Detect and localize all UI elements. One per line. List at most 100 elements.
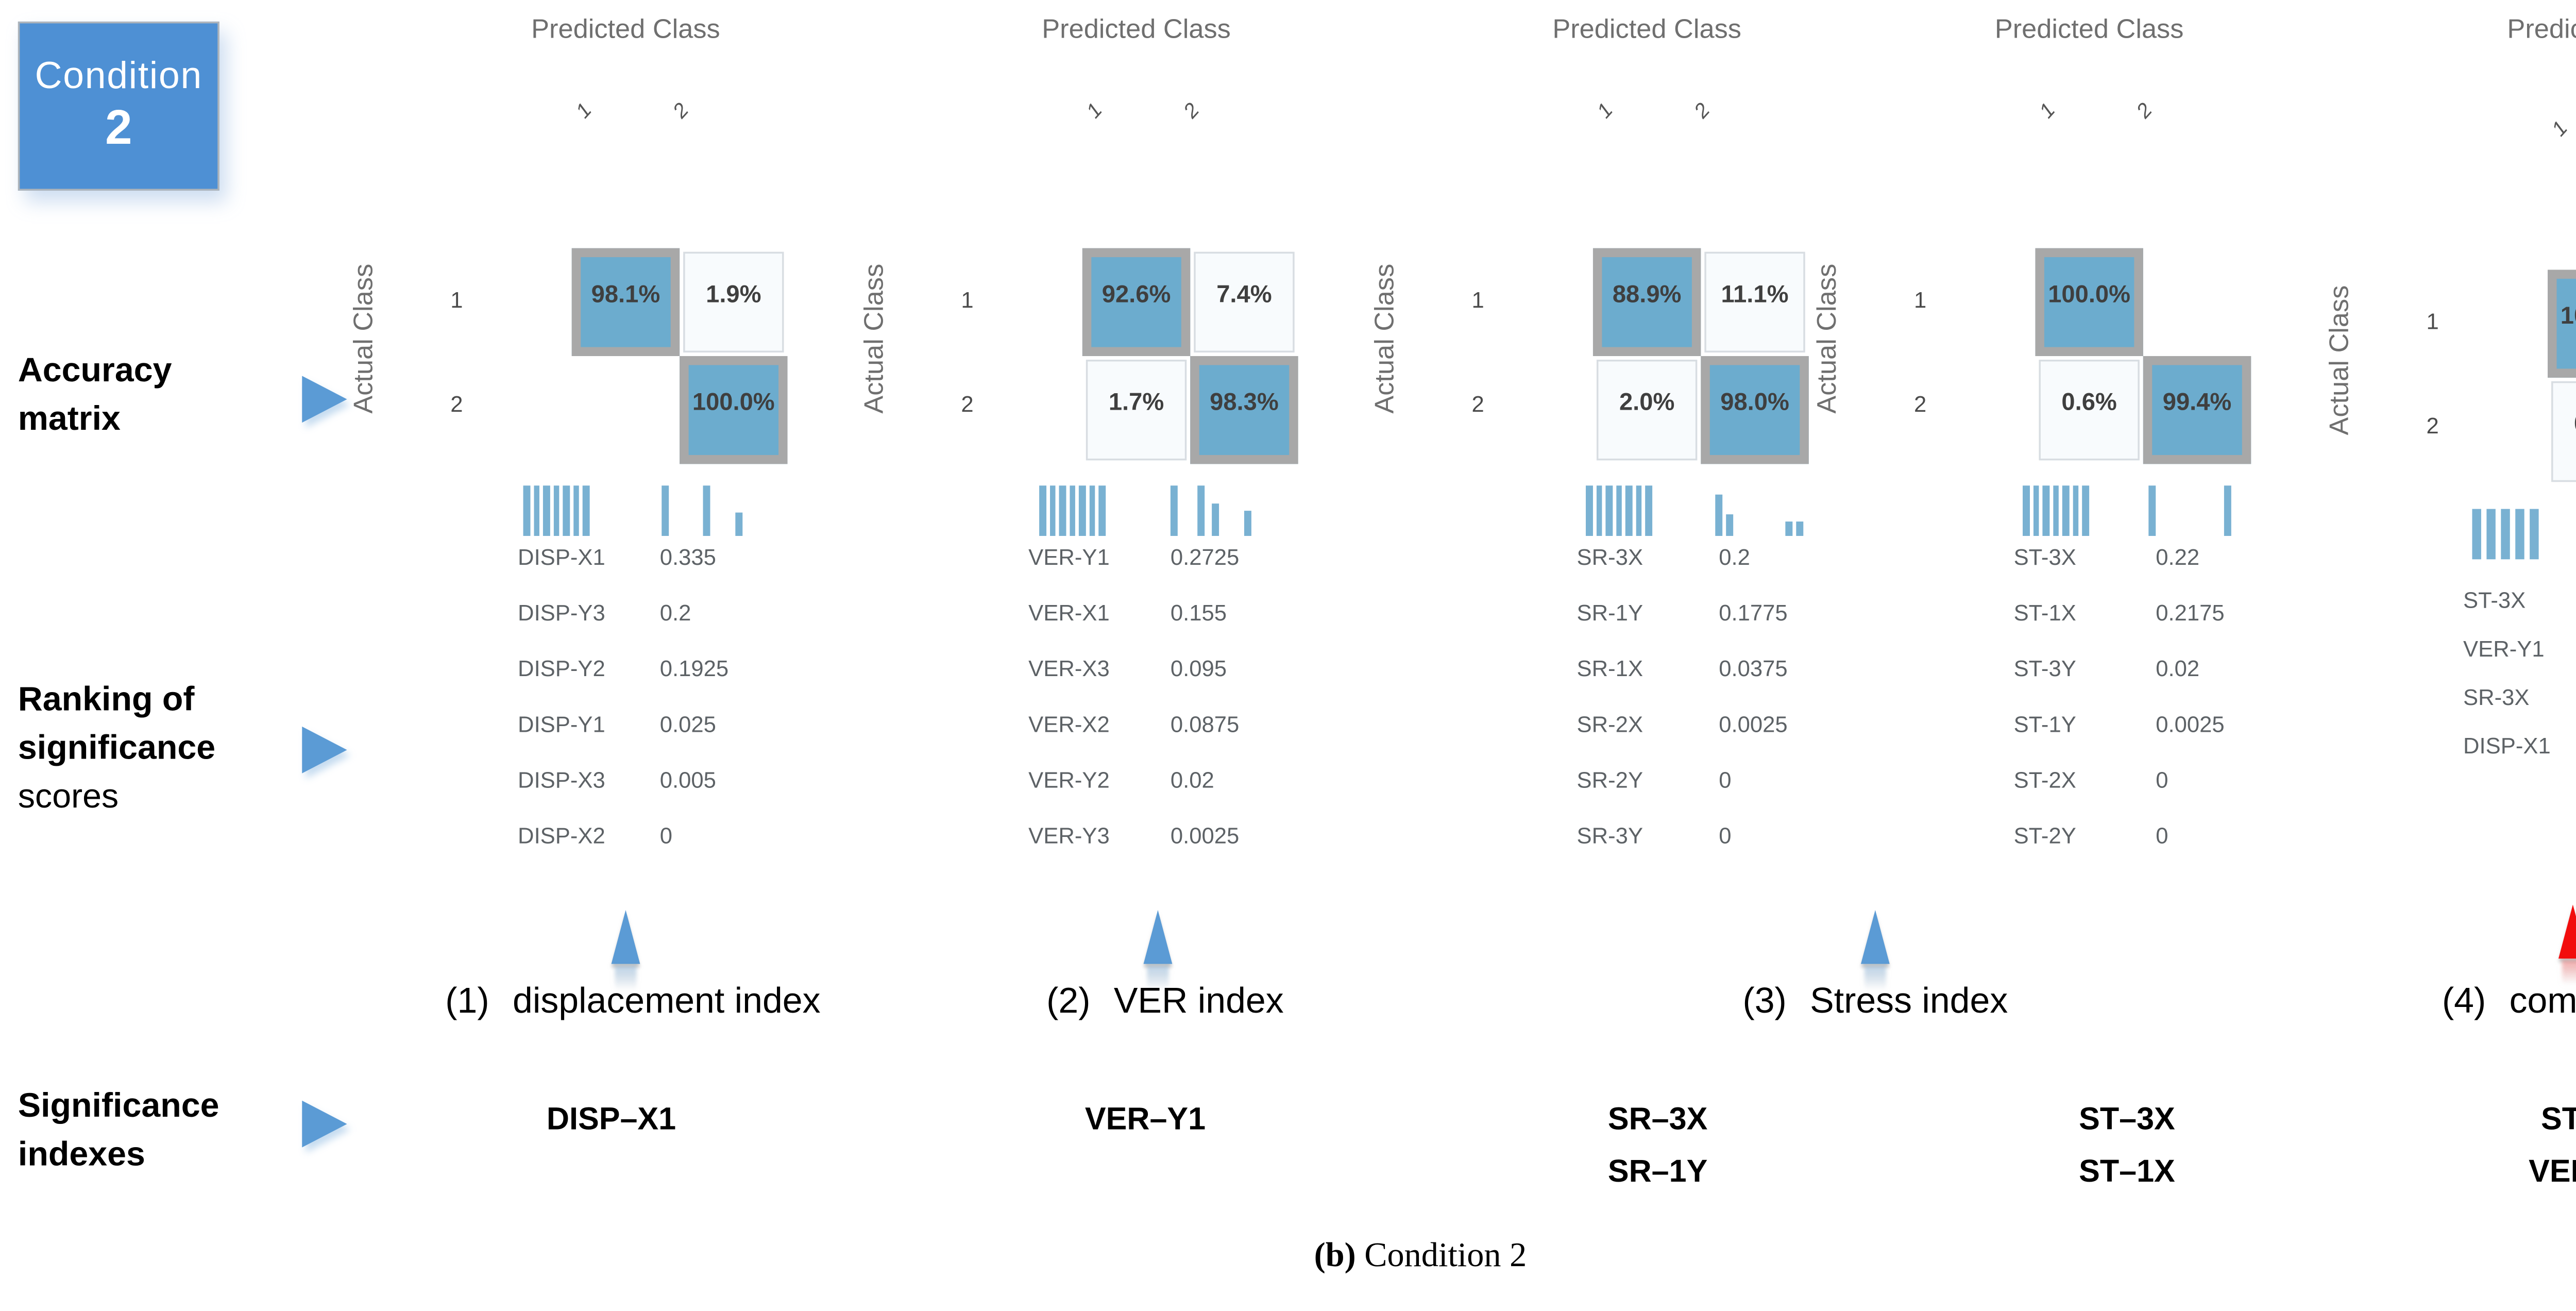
- mini-bar: [2486, 509, 2496, 560]
- mini-bar-chart: [2023, 485, 2382, 536]
- caption-number: (2): [1046, 982, 1091, 1022]
- mini-bar: [703, 485, 709, 536]
- ranking-feature: SR-3Y: [1577, 822, 1643, 848]
- row-tick-2: 2: [1913, 392, 1927, 417]
- ranking-feature: DISP-Y2: [518, 656, 605, 681]
- matrix-cell: 98.1%: [571, 248, 680, 356]
- significance-pointer-icon: [302, 1100, 347, 1148]
- ranking-feature: VER-X3: [1028, 656, 1110, 681]
- condition-badge: Condition 2: [18, 21, 219, 191]
- ranking-row: VER-Y3 0.0025: [1028, 808, 1406, 863]
- ranking-score: 0.0025: [1719, 711, 1788, 737]
- ranking-row: DISP-Y1 0.025: [518, 696, 895, 752]
- row-tick-1: 1: [1471, 288, 1484, 313]
- mini-bar: [553, 485, 560, 536]
- caption-displacement-index: (1) displacement index: [445, 982, 820, 1023]
- ranking-row: DISP-X2 0: [518, 808, 895, 863]
- caption-stress-index: (3) Stress index: [1742, 982, 2008, 1023]
- mini-bar: [1796, 522, 1803, 536]
- actual-class-label: Actual Class: [859, 263, 890, 413]
- row-tick-2: 2: [450, 392, 463, 417]
- ranking-score: 0.2175: [2156, 599, 2225, 625]
- ranking-row: ST-3X 0.22: [2014, 529, 2392, 584]
- mini-bar: [1715, 494, 1722, 536]
- figure-caption: (b) Condition 2: [1314, 1237, 1527, 1277]
- actual-class-label: Actual Class: [1370, 263, 1401, 413]
- ranking-row: SR-1X 0.0375: [1577, 640, 1955, 696]
- col-tick-1: 1: [2549, 117, 2573, 141]
- ranking-feature: SR-3X: [2463, 684, 2530, 710]
- col-tick-1: 1: [1083, 100, 1108, 123]
- ranking-score: 0: [2156, 822, 2168, 848]
- confusion-matrix: 92.6% 7.4% 1.7% 98.3%: [1082, 248, 1306, 472]
- matrix-cell: 1.7%: [1086, 359, 1187, 461]
- ranking-score: 0.0375: [1719, 656, 1788, 681]
- ranking-row: DISP-Y3 0.2: [518, 584, 895, 640]
- col-tick-2: 2: [1180, 100, 1205, 123]
- row-tick-1: 1: [961, 288, 974, 313]
- matrix-cell: 88.9%: [1592, 248, 1701, 356]
- col-tick-2: 2: [2133, 100, 2158, 123]
- matrix-cell: 100.0%: [2548, 270, 2576, 378]
- matrix-cell: 0.6%: [2039, 359, 2140, 461]
- significance-indexes-label-line1: Significance: [18, 1088, 219, 1126]
- ranking-label: Ranking of significance scores: [18, 676, 215, 822]
- mini-bar: [1197, 485, 1204, 536]
- ranking-score: 0.005: [659, 767, 716, 793]
- matrix-cell: 2.0%: [1596, 359, 1698, 461]
- ranking-feature: ST-1X: [2013, 599, 2076, 625]
- mini-bar: [662, 485, 668, 536]
- ranking-feature: VER-Y3: [1028, 822, 1110, 848]
- ranking-row: VER-X2 0.0875: [1028, 696, 1406, 752]
- ranking-score: 0.2: [659, 599, 691, 625]
- caption-number: (3): [1742, 982, 1787, 1022]
- ranking-feature: SR-3X: [1577, 544, 1643, 569]
- ranking-label-line3: scores: [18, 779, 119, 817]
- significance-line: ST–3X: [2079, 1100, 2175, 1137]
- ranking-feature: ST-3Y: [2013, 656, 2076, 681]
- condition-badge-label: Condition: [35, 56, 202, 97]
- mini-bar: [572, 485, 579, 536]
- ranking-feature: VER-Y1: [1028, 544, 1110, 569]
- mini-bar: [2042, 485, 2049, 536]
- ranking-row: ST-2Y 0: [2014, 808, 2392, 863]
- ranking-row: VER-Y1 0.2725: [1028, 529, 1406, 584]
- ranking-row: SR-1Y 0.1775: [1577, 584, 1955, 640]
- mini-bar: [1605, 485, 1612, 536]
- row-tick-1: 1: [450, 288, 463, 313]
- ranking-score: 0.0875: [1170, 711, 1240, 737]
- matrix-cell: 0.6%: [2551, 381, 2576, 482]
- mini-bar: [1069, 485, 1075, 536]
- ranking-row: DISP-X1 0: [2463, 721, 2576, 769]
- mini-bar: [2501, 509, 2510, 560]
- confusion-matrix: 98.1% 1.9% 100.0%: [571, 248, 795, 472]
- significance-indexes-label-line2: indexes: [18, 1136, 145, 1174]
- ranking-score: 0: [1719, 767, 1732, 793]
- panel-stress-index-sr: Predicted Class 1 2 Actual Class 1 2 88.…: [1359, 0, 1953, 917]
- mini-bar: [1039, 485, 1046, 536]
- significance-ranking-list: SR-3X 0.2 SR-1Y 0.1775 SR-1X 0.0375 SR-2…: [1577, 529, 1955, 863]
- col-tick-1: 1: [1594, 100, 1618, 123]
- ranking-score: 0.025: [659, 711, 716, 737]
- significance-ranking-list: VER-Y1 0.2725 VER-X1 0.155 VER-X3 0.095 …: [1028, 529, 1406, 863]
- predicted-class-label: Predicted Class: [2507, 14, 2576, 45]
- significance-index-sr: SR–3X SR–1Y: [1608, 1094, 1708, 1198]
- actual-class-label: Actual Class: [1812, 263, 1843, 413]
- up-arrow-icon-ver: [1143, 910, 1173, 964]
- ranking-feature: ST-3X: [2013, 544, 2076, 569]
- ranking-label-line1: Ranking of: [18, 681, 195, 719]
- caption-number: (1): [445, 982, 489, 1022]
- mini-bar-chart: [1039, 485, 1399, 536]
- ranking-row: DISP-X3 0.005: [518, 752, 895, 808]
- ranking-feature: SR-2X: [1577, 711, 1643, 737]
- ranking-score: 0.1925: [659, 656, 729, 681]
- col-tick-2: 2: [1691, 100, 1715, 123]
- accuracy-matrix-label: Accuracy matrix: [18, 347, 172, 444]
- panel-combined-index: Predicted Class 1 2 Actual Class 1 2 100…: [2314, 0, 2576, 917]
- up-arrow-icon-stress: [1860, 910, 1890, 964]
- significance-ranking-list: DISP-X1 0.335 DISP-Y3 0.2 DISP-Y2 0.1925…: [518, 529, 895, 863]
- ranking-score: 0.1775: [1719, 599, 1788, 625]
- row-tick-2: 2: [2426, 413, 2439, 439]
- predicted-class-label: Predicted Class: [1552, 14, 1741, 45]
- figure-caption-text: Condition 2: [1364, 1237, 1527, 1275]
